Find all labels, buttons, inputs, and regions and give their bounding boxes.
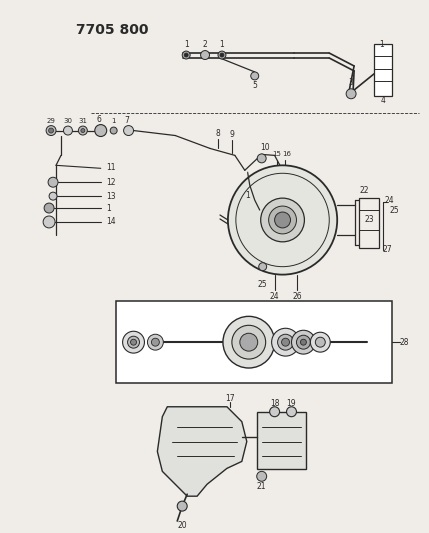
Text: 14: 14 <box>107 217 116 227</box>
Circle shape <box>259 263 267 271</box>
Text: 1: 1 <box>220 39 224 49</box>
Text: 5: 5 <box>252 82 257 90</box>
Text: 3: 3 <box>349 78 353 87</box>
Circle shape <box>287 407 296 417</box>
Bar <box>116 302 392 383</box>
Circle shape <box>81 128 85 133</box>
Circle shape <box>278 334 293 350</box>
Text: 25: 25 <box>390 206 399 215</box>
Text: 13: 13 <box>107 192 116 200</box>
Circle shape <box>184 53 188 57</box>
Circle shape <box>296 335 310 349</box>
Circle shape <box>272 328 299 356</box>
Circle shape <box>300 339 306 345</box>
Circle shape <box>48 177 58 187</box>
Text: 27: 27 <box>382 245 392 254</box>
Circle shape <box>63 126 73 135</box>
Text: 7705 800: 7705 800 <box>76 23 148 37</box>
Text: 22: 22 <box>359 185 369 195</box>
Text: 26: 26 <box>293 292 302 301</box>
Bar <box>359 198 379 248</box>
Text: 24: 24 <box>385 196 395 205</box>
Circle shape <box>228 165 337 274</box>
Circle shape <box>110 127 117 134</box>
Circle shape <box>124 126 133 135</box>
Circle shape <box>257 154 266 163</box>
Circle shape <box>182 51 190 59</box>
Circle shape <box>269 206 296 234</box>
Circle shape <box>275 212 290 228</box>
Text: 21: 21 <box>257 482 266 491</box>
Circle shape <box>281 338 290 346</box>
Circle shape <box>240 333 258 351</box>
Polygon shape <box>157 407 247 496</box>
Circle shape <box>95 125 107 136</box>
Text: 7: 7 <box>124 116 129 125</box>
Circle shape <box>291 330 315 354</box>
Circle shape <box>49 192 57 200</box>
Text: 17: 17 <box>225 394 235 403</box>
Text: 1: 1 <box>184 39 189 49</box>
Circle shape <box>261 198 305 242</box>
Text: 30: 30 <box>63 118 73 124</box>
Circle shape <box>257 471 267 481</box>
Circle shape <box>127 336 139 348</box>
Circle shape <box>346 89 356 99</box>
Text: 1: 1 <box>380 39 384 49</box>
Text: 20: 20 <box>178 521 187 530</box>
Circle shape <box>251 72 259 80</box>
Circle shape <box>46 126 56 135</box>
Circle shape <box>44 203 54 213</box>
Circle shape <box>43 216 55 228</box>
Circle shape <box>220 53 224 57</box>
Circle shape <box>232 325 266 359</box>
Circle shape <box>310 332 330 352</box>
Circle shape <box>79 126 88 135</box>
Text: 19: 19 <box>287 399 296 408</box>
Text: 31: 31 <box>79 118 88 124</box>
Text: 23: 23 <box>364 215 374 224</box>
Circle shape <box>148 334 163 350</box>
Circle shape <box>123 331 145 353</box>
Bar <box>257 411 306 470</box>
Circle shape <box>48 128 54 133</box>
Text: 4: 4 <box>381 96 385 105</box>
Text: 6: 6 <box>97 115 101 124</box>
Circle shape <box>218 51 226 59</box>
Text: 9: 9 <box>230 130 234 139</box>
Circle shape <box>151 338 159 346</box>
Circle shape <box>130 339 136 345</box>
Text: 18: 18 <box>270 399 279 408</box>
Text: 10: 10 <box>260 143 269 152</box>
Text: 11: 11 <box>107 163 116 172</box>
Text: 8: 8 <box>216 129 221 138</box>
Text: 1: 1 <box>112 118 116 124</box>
Text: 12: 12 <box>107 177 116 187</box>
Circle shape <box>177 501 187 511</box>
Text: 29: 29 <box>47 118 55 124</box>
Circle shape <box>270 407 280 417</box>
Circle shape <box>223 317 275 368</box>
Text: 28: 28 <box>399 338 408 346</box>
Text: 15: 15 <box>272 151 281 157</box>
Bar <box>374 44 392 96</box>
Text: 2: 2 <box>202 39 208 49</box>
Circle shape <box>201 51 209 60</box>
Text: 24: 24 <box>270 292 279 301</box>
Text: 16: 16 <box>282 151 291 157</box>
Text: 25: 25 <box>258 280 268 289</box>
Text: 1: 1 <box>107 204 112 213</box>
Text: 1: 1 <box>245 191 250 200</box>
Circle shape <box>315 337 325 347</box>
